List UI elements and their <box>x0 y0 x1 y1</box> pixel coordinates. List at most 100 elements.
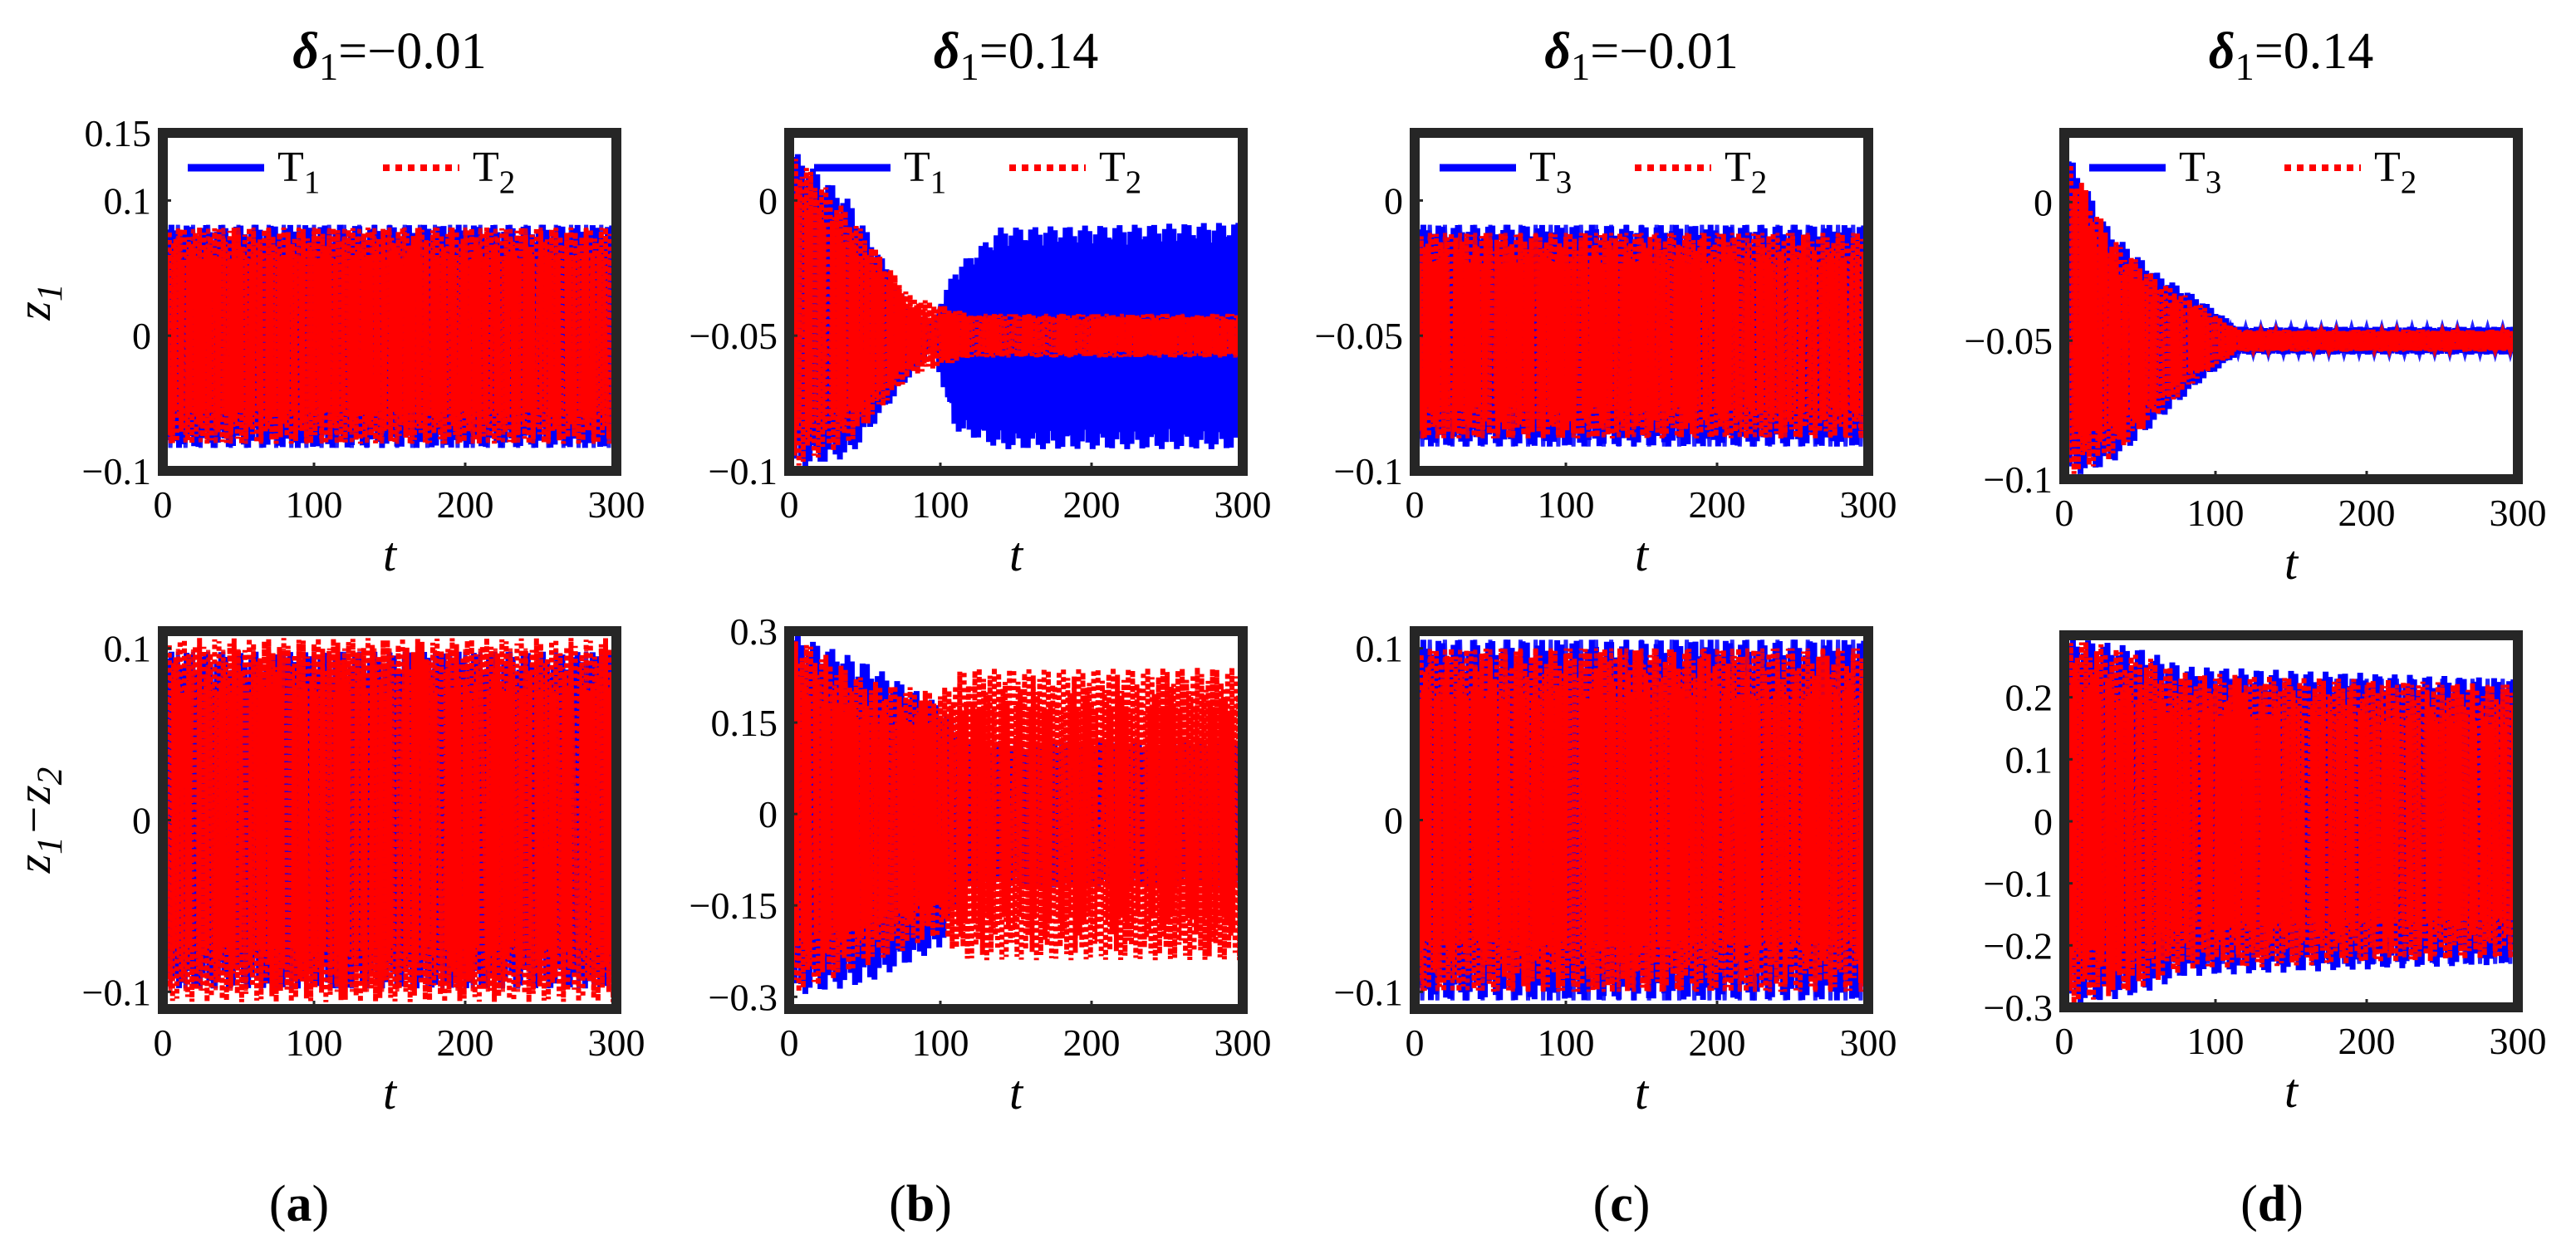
series-T2-band <box>1415 648 1868 992</box>
y-tick-label: −0.05 <box>689 315 778 357</box>
plot-area <box>163 638 616 1002</box>
y-tick-label: −0.1 <box>709 450 778 492</box>
series-T2 <box>2064 635 2518 1004</box>
legend-label: T2 <box>473 144 515 200</box>
axes-frame <box>1410 128 1873 476</box>
subfigure-label: (c) <box>1593 1176 1651 1232</box>
chart-b-top: 0 100 200 300 −0.1 −0.05 0 t δ1=0.14 T1 T2 <box>689 23 1272 581</box>
y-tick-label: 0 <box>758 179 778 222</box>
x-tick-label: 200 <box>2338 1020 2396 1062</box>
series-T2-band <box>789 313 1243 358</box>
subfigure-label: (d) <box>2240 1176 2304 1232</box>
legend: T3 T2 <box>2089 144 2417 200</box>
plot-area <box>2064 150 2518 479</box>
y-tick-label: 0 <box>1384 179 1403 222</box>
chart-title: δ1=0.14 <box>934 23 1098 89</box>
series-T2 <box>2064 150 2518 474</box>
plot-area <box>789 149 1243 471</box>
x-axis-label: t <box>2284 1064 2299 1118</box>
x-tick-label: 0 <box>1406 1021 1425 1064</box>
axes-frame <box>2059 128 2523 484</box>
legend-label: T2 <box>2374 144 2417 200</box>
legend: T1 T2 <box>188 144 515 200</box>
series-T3-band <box>1415 224 1868 447</box>
x-tick-label: 0 <box>780 483 799 526</box>
y-tick-label: −0.1 <box>82 971 151 1013</box>
legend-label: T1 <box>904 144 946 200</box>
y-tick-label: −0.1 <box>1334 971 1403 1013</box>
y-tick-label: 0 <box>758 793 778 835</box>
y-tick-label: 0.1 <box>2005 738 2053 781</box>
x-tick-label: 300 <box>588 1021 645 1064</box>
series-T2-band <box>163 648 616 992</box>
x-tick-label: 0 <box>780 1021 799 1064</box>
x-axis-label: t <box>383 527 398 581</box>
chart-c-bot: 0 100 200 300−0.100.1t <box>1334 626 1897 1119</box>
x-tick-label: 100 <box>2187 1020 2245 1062</box>
chart-d-top: 0 100 200 300 −0.1 −0.05 0 t δ1=0.14 T3 T2 <box>1965 23 2547 590</box>
x-tick-label: 200 <box>2338 492 2396 534</box>
y-tick-label: 0 <box>2034 801 2053 843</box>
plot-area <box>163 224 616 448</box>
subfigure-label: (a) <box>269 1176 329 1232</box>
x-tick-label: 100 <box>912 1021 969 1064</box>
x-tick-label: 300 <box>1840 483 1897 526</box>
y-tick-label: 0.15 <box>711 702 778 744</box>
y-tick-label: 0 <box>132 315 151 357</box>
y-tick-label: 0.1 <box>104 628 152 670</box>
x-tick-label: 200 <box>1063 1021 1121 1064</box>
y-tick-label: 0.15 <box>85 112 152 154</box>
plot-area <box>789 632 1243 997</box>
series-T2-band <box>163 227 616 444</box>
y-axis-label: z1 <box>7 283 70 321</box>
x-tick-label: 100 <box>2187 492 2245 534</box>
y-tick-label: 0 <box>2034 181 2053 223</box>
x-tick-label: 300 <box>1840 1021 1897 1064</box>
x-tick-label: 200 <box>1689 483 1746 526</box>
x-tick-label: 0 <box>154 483 173 526</box>
y-tick-label: −0.05 <box>1315 315 1403 357</box>
axes-frame <box>158 128 621 476</box>
y-tick-label: 0.1 <box>1356 628 1404 670</box>
chart-title: δ1=−0.01 <box>292 23 486 89</box>
x-axis-label: t <box>1635 527 1650 581</box>
y-tick-label: 0.3 <box>730 610 778 653</box>
chart-d-bot: 0 100 200 300 −0.3 −0.2 −0.1 0 0.1 0.2 t <box>1984 630 2547 1118</box>
subfigure-label: (b) <box>889 1176 952 1232</box>
x-tick-label: 200 <box>1063 483 1121 526</box>
x-tick-label: 300 <box>2490 492 2547 534</box>
y-tick-label: −0.1 <box>1334 450 1403 492</box>
x-tick-label: 300 <box>1214 1021 1272 1064</box>
x-tick-label: 0 <box>2055 492 2074 534</box>
x-tick-label: 300 <box>588 483 645 526</box>
x-tick-label: 100 <box>912 483 969 526</box>
y-tick-label: 0.1 <box>104 179 152 222</box>
plot-area <box>2064 635 2518 1007</box>
legend-label: T3 <box>1529 144 1572 200</box>
y-tick-label: −0.1 <box>1984 863 2053 905</box>
chart-b-bot: 0 100 200 300 −0.3 −0.15 0 0.15 0.3 t <box>689 610 1272 1119</box>
legend: T3 T2 <box>1440 144 1767 200</box>
legend-label: T3 <box>2179 144 2221 200</box>
x-axis-label: t <box>1009 527 1024 581</box>
y-tick-label: −0.2 <box>1984 924 2053 967</box>
chart-title: δ1=−0.01 <box>1544 23 1738 89</box>
series-T3-band <box>1415 639 1868 1001</box>
chart-c-top: 0 100 200 300 −0.1 −0.05 0 t δ1=−0.01 T3 T2 <box>1315 23 1897 581</box>
x-tick-label: 100 <box>1538 483 1595 526</box>
legend-label: T2 <box>1099 144 1141 200</box>
x-tick-label: 0 <box>154 1021 173 1064</box>
y-tick-label: −0.3 <box>709 976 778 1018</box>
y-tick-label: −0.05 <box>1965 320 2053 362</box>
x-tick-label: 300 <box>1214 483 1272 526</box>
x-tick-label: 0 <box>1406 483 1425 526</box>
y-tick-label: −0.15 <box>689 884 778 927</box>
x-tick-label: 100 <box>286 1021 343 1064</box>
x-axis-label: t <box>383 1065 398 1119</box>
x-tick-label: 200 <box>437 1021 494 1064</box>
y-axis-label: z1−z2 <box>7 767 70 874</box>
series-T2 <box>789 632 1243 992</box>
x-tick-label: 200 <box>437 483 494 526</box>
